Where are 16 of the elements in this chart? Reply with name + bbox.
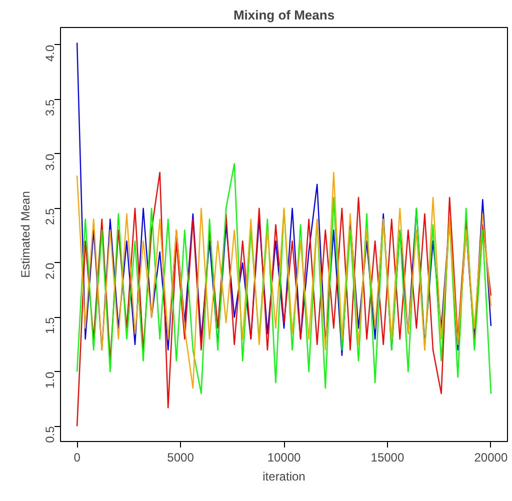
x-axis-title: iteration [262,470,306,484]
y-tick-label: 2.5 [43,208,57,226]
chart-title: Mixing of Means [233,8,335,22]
y-tick-label: 0.5 [43,426,57,443]
y-tick-label: 3.0 [43,154,57,171]
y-tick-label: 3.5 [43,99,57,116]
x-tick-label: 0 [74,450,81,464]
y-axis-title: Estimated Mean [18,191,32,278]
y-tick-label: 2.0 [43,262,57,280]
x-tick-label: 20000 [474,450,508,464]
y-tick-label: 1.0 [43,371,57,388]
x-tick-label: 10000 [267,450,302,464]
x-tick-label: 15000 [370,450,404,464]
y-tick-label: 4.0 [43,44,57,62]
x-tick-label: 5000 [167,450,194,464]
y-tick-label: 1.5 [43,316,57,334]
